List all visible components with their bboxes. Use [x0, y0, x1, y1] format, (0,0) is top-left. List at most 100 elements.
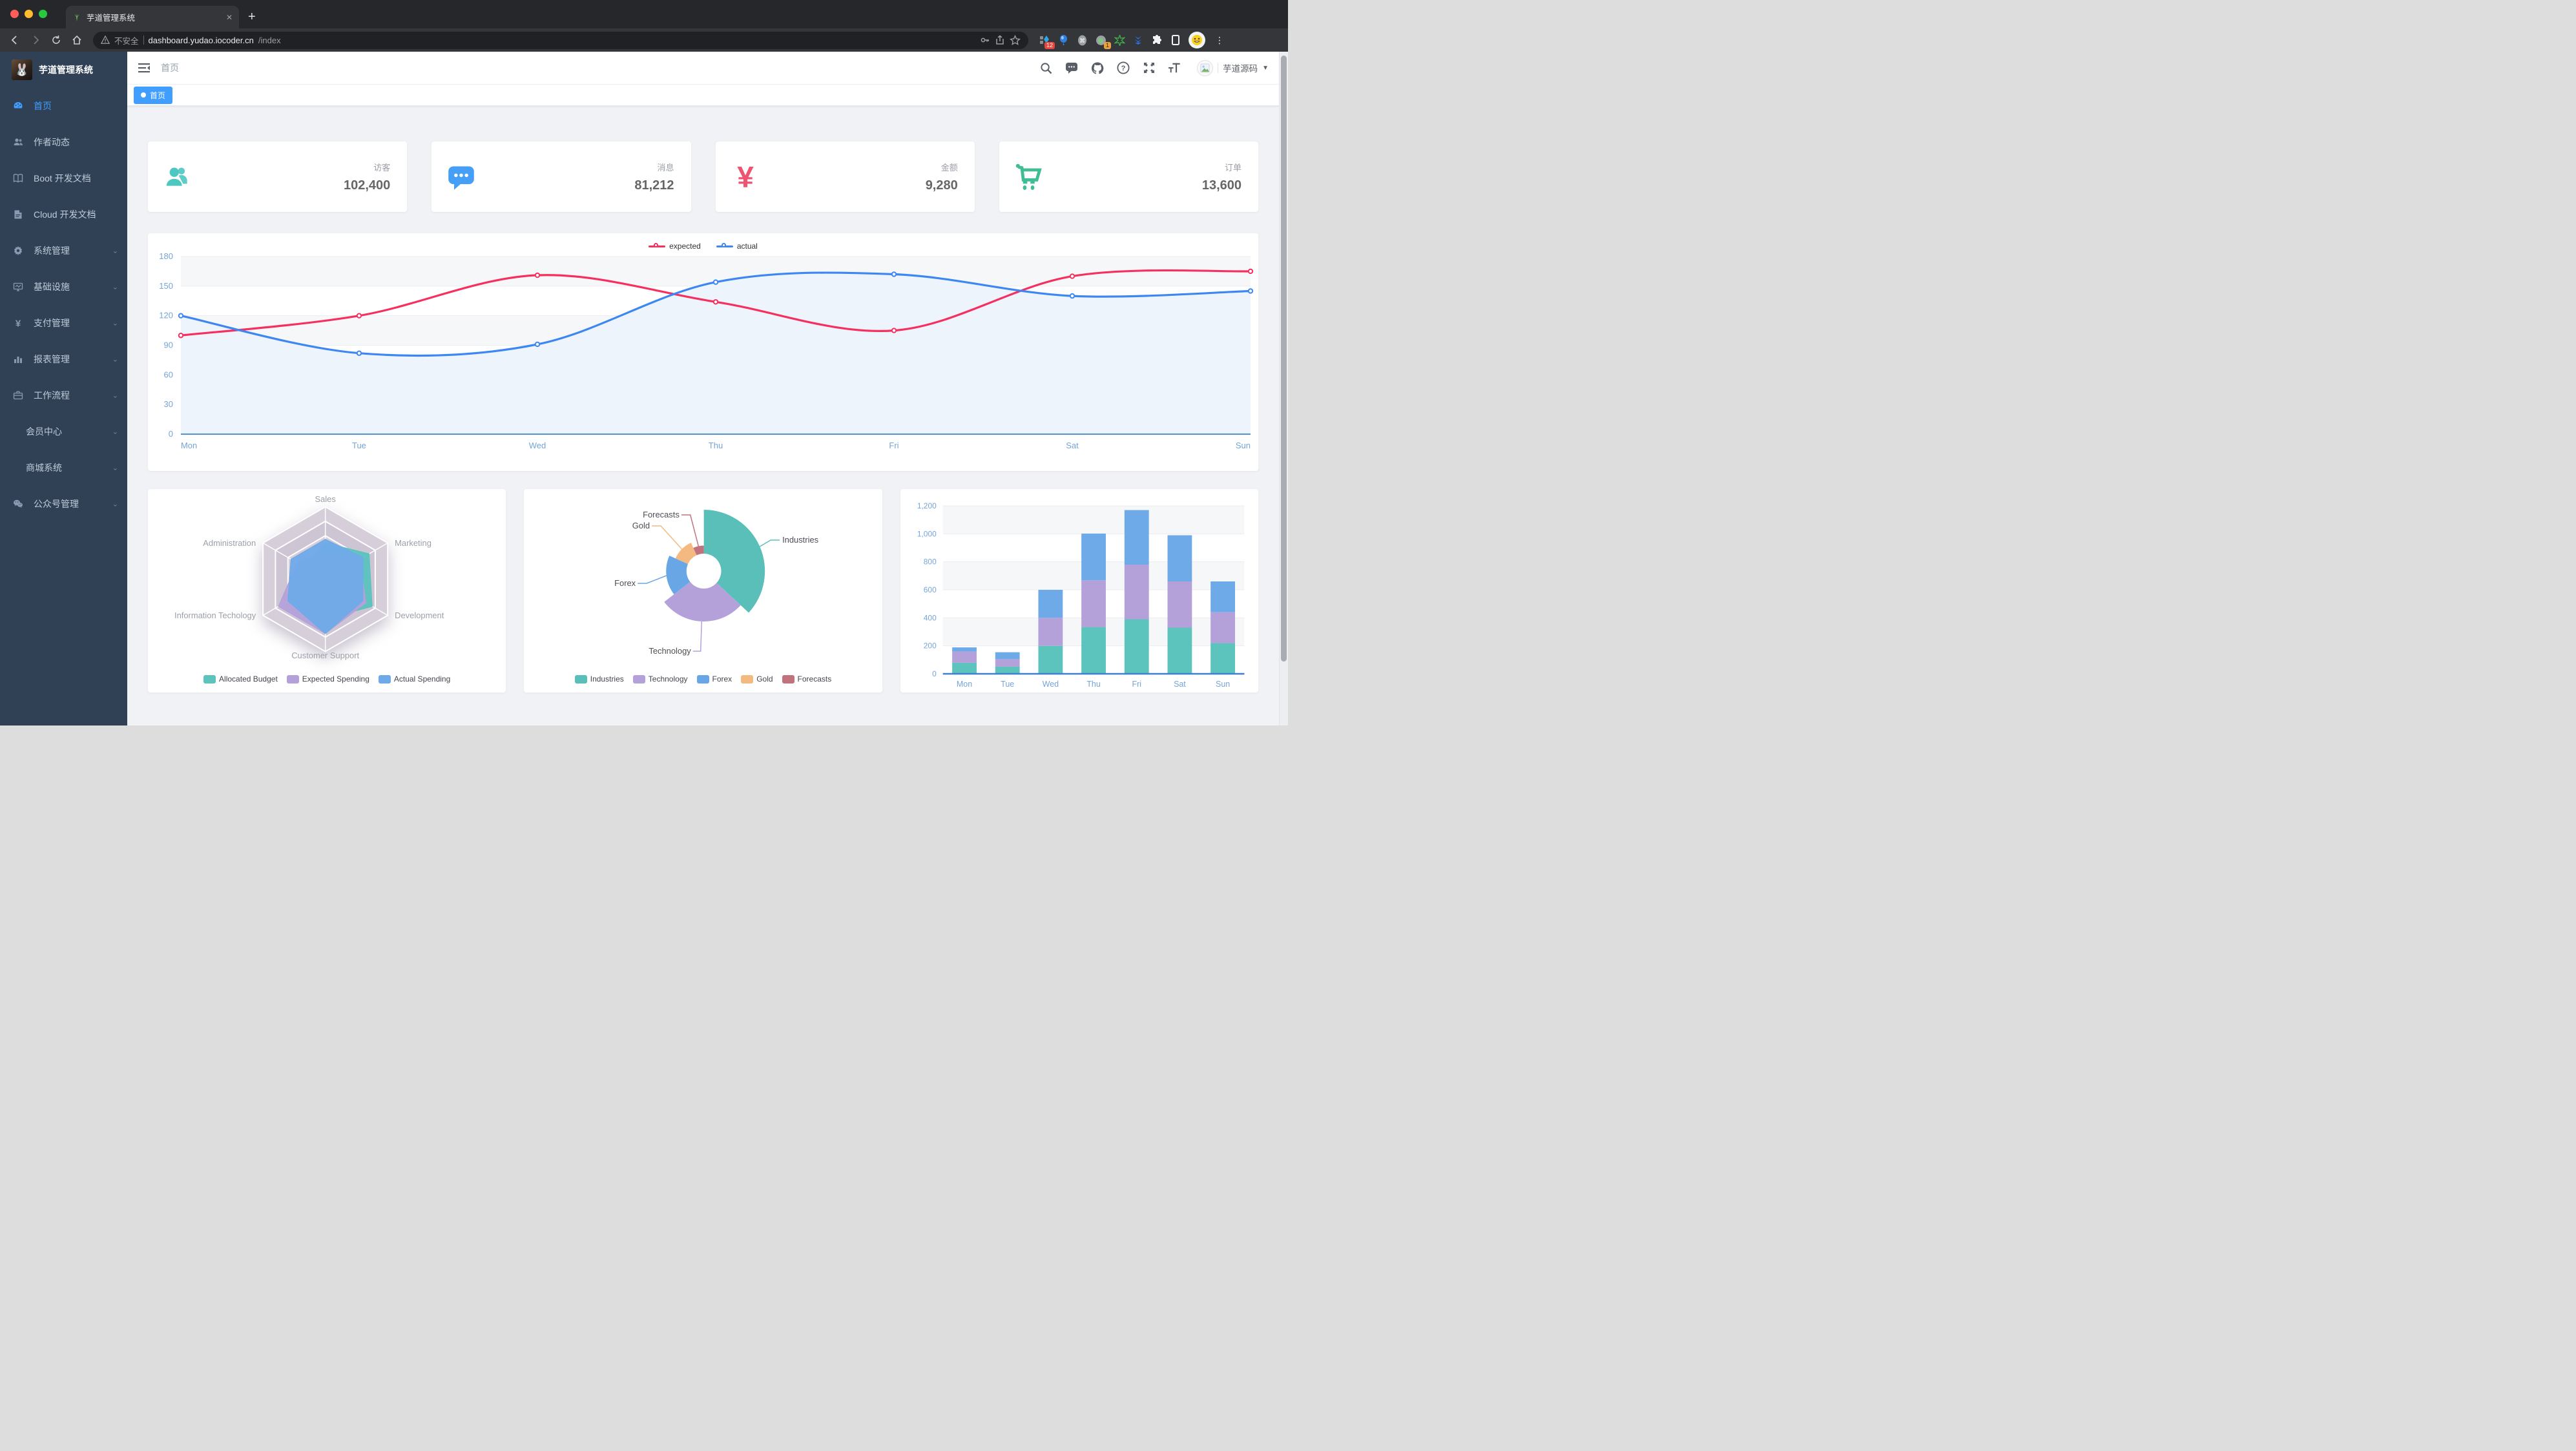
- sidebar-item-11[interactable]: 商城系统 ⌄: [0, 450, 127, 486]
- tab-strip: 芋道管理系统 ✕ +: [0, 0, 1288, 28]
- extension-window-icon[interactable]: [1170, 34, 1181, 46]
- back-icon[interactable]: [6, 32, 23, 48]
- line-chart-card: expected actual 0 30 60 90 120 150 180 Mon Tue Wed…: [148, 233, 1258, 471]
- stat-card-3[interactable]: ¥ 金额 9,280: [715, 141, 975, 212]
- legend-item-allocated-budget[interactable]: Allocated Budget: [203, 674, 278, 684]
- browser-menu-icon[interactable]: ⋮: [1215, 34, 1224, 45]
- stat-label: 金额: [940, 162, 958, 172]
- new-tab-button[interactable]: +: [248, 10, 256, 24]
- zoom-window-button[interactable]: [39, 10, 47, 18]
- share-icon[interactable]: [995, 35, 1005, 45]
- address-bar[interactable]: 不安全 dashboard.yudao.iocoder.cn/index: [93, 31, 1028, 49]
- legend-item-forecasts[interactable]: Forecasts: [782, 674, 832, 684]
- top-navbar: 首页 ?: [127, 52, 1279, 85]
- stat-card-1[interactable]: 访客 102,400: [148, 141, 408, 212]
- stacked-bar-chart[interactable]: 0 200 400 600 800 1,000 1,200 Mon Tue Wed Thu Fri Sa…: [900, 489, 1258, 693]
- line-chart-legend: expected actual: [148, 242, 1258, 251]
- legend-label: Industries: [590, 674, 624, 684]
- stat-value: 102,400: [343, 178, 391, 193]
- legend-item-technology[interactable]: Technology: [632, 674, 688, 684]
- chevron-down-icon: ⌄: [112, 501, 118, 508]
- radar-chart-card: Sales Administration Information Techology…: [148, 489, 506, 693]
- svg-text:800: 800: [923, 558, 936, 567]
- user-menu[interactable]: 芋道源码 ▼: [1197, 59, 1269, 76]
- sidebar-item-12[interactable]: 公众号管理 ⌄: [0, 486, 127, 522]
- user-name: 芋道源码: [1223, 64, 1258, 74]
- security-label[interactable]: 不安全: [114, 36, 139, 46]
- legend-item-expected-spending[interactable]: Expected Spending: [286, 674, 369, 684]
- sidebar-item-10[interactable]: 会员中心 ⌄: [0, 413, 127, 450]
- legend-item-actual-spending[interactable]: Actual Spending: [378, 674, 450, 684]
- sidebar-item-3[interactable]: Boot 开发文档: [0, 160, 127, 196]
- stat-card-4[interactable]: 订单 13,600: [999, 141, 1258, 212]
- tag-home[interactable]: 首页: [134, 86, 173, 104]
- sidebar-item-label: 工作流程: [34, 390, 70, 401]
- extension-command-icon[interactable]: ⌘: [1076, 34, 1088, 46]
- legend-item-forex[interactable]: Forex: [696, 674, 732, 684]
- scrollbar-thumb[interactable]: [1281, 56, 1287, 662]
- url-domain[interactable]: dashboard.yudao.iocoder.cn: [148, 35, 254, 45]
- home-icon[interactable]: [68, 32, 85, 48]
- svg-text:⌘: ⌘: [1079, 37, 1085, 44]
- pie-chart[interactable]: Industries Technology Forex Gold Forecasts: [524, 489, 882, 693]
- help-icon[interactable]: ?: [1117, 61, 1130, 74]
- svg-text:Administration: Administration: [203, 538, 256, 548]
- svg-text:Sun: Sun: [1236, 441, 1251, 450]
- stat-value: 13,600: [1201, 178, 1241, 193]
- extension-star-icon[interactable]: [1114, 34, 1125, 46]
- svg-text:Fri: Fri: [889, 441, 898, 450]
- svg-text:?: ?: [1121, 65, 1126, 72]
- svg-text:60: 60: [164, 370, 173, 379]
- minimize-window-button[interactable]: [25, 10, 33, 18]
- tab-close-icon[interactable]: ✕: [225, 12, 233, 22]
- window-controls: [10, 10, 47, 18]
- legend-label: Forecasts: [797, 674, 832, 684]
- sidebar-item-9[interactable]: 工作流程 ⌄: [0, 377, 127, 413]
- password-key-icon[interactable]: [980, 35, 990, 45]
- legend-item-gold[interactable]: Gold: [741, 674, 773, 684]
- svg-text:Sat: Sat: [1174, 680, 1186, 689]
- legend-item-actual[interactable]: actual: [716, 242, 758, 251]
- divider: [143, 36, 144, 45]
- extension-chevrons-icon[interactable]: [1132, 34, 1144, 46]
- extensions-area: 12 ⌘ 1: [1039, 32, 1224, 49]
- app-logo[interactable]: 🐰 芋道管理系统: [0, 52, 127, 88]
- fullscreen-icon[interactable]: [1143, 61, 1156, 74]
- svg-text:Wed: Wed: [529, 441, 546, 450]
- forward-icon[interactable]: [27, 32, 44, 48]
- close-window-button[interactable]: [10, 10, 19, 18]
- message-icon[interactable]: [1065, 61, 1078, 74]
- sidebar-item-6[interactable]: 基础设施 ⌄: [0, 269, 127, 305]
- extensions-puzzle-icon[interactable]: [1151, 34, 1163, 46]
- search-icon[interactable]: [1039, 61, 1052, 74]
- monitor-icon: [13, 282, 23, 292]
- sidebar-item-5[interactable]: 系统管理 ⌄: [0, 233, 127, 269]
- font-size-icon[interactable]: [1169, 61, 1181, 74]
- legend-item-industries[interactable]: Industries: [574, 674, 624, 684]
- svg-text:Forecasts: Forecasts: [643, 510, 680, 519]
- sidebar-item-label: 支付管理: [34, 318, 70, 328]
- sidebar-item-2[interactable]: 作者动态: [0, 124, 127, 160]
- sidebar-item-1[interactable]: 首页: [0, 88, 127, 124]
- pie-chart-card: Industries Technology Forex Gold Forecasts I…: [524, 489, 882, 693]
- active-tag-dot: [141, 92, 146, 98]
- tags-view-bar: 首页: [127, 85, 1279, 106]
- extension-balloon-icon[interactable]: [1057, 34, 1069, 46]
- extension-record-icon[interactable]: 1: [1095, 34, 1111, 49]
- sidebar-item-4[interactable]: Cloud 开发文档: [0, 196, 127, 233]
- collapse-sidebar-icon[interactable]: [138, 61, 151, 74]
- reload-icon[interactable]: [48, 32, 65, 48]
- page-scrollbar[interactable]: [1279, 52, 1288, 725]
- profile-avatar[interactable]: [1189, 32, 1205, 48]
- sidebar-item-8[interactable]: 报表管理 ⌄: [0, 341, 127, 377]
- stat-card-2[interactable]: 消息 81,212: [431, 141, 691, 212]
- github-icon[interactable]: [1091, 61, 1104, 74]
- legend-item-expected[interactable]: expected: [649, 242, 701, 251]
- line-chart[interactable]: 0 30 60 90 120 150 180 Mon Tue Wed Thu Fri Sat Sun: [148, 233, 1258, 471]
- chevron-down-icon: ⌄: [112, 247, 118, 255]
- radar-chart[interactable]: Sales Administration Information Techology…: [148, 489, 506, 693]
- browser-tab[interactable]: 芋道管理系统 ✕: [66, 6, 239, 28]
- sidebar-item-7[interactable]: ¥ 支付管理 ⌄: [0, 305, 127, 341]
- bookmark-star-icon[interactable]: [1010, 34, 1021, 46]
- extension-tag-icon[interactable]: 12: [1039, 34, 1055, 49]
